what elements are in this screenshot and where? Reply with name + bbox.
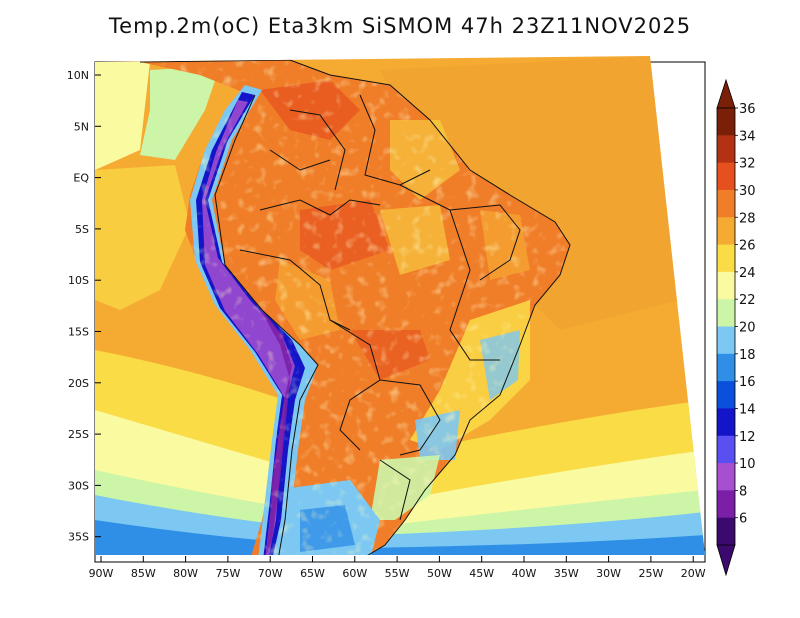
colorbar-swatch bbox=[717, 108, 735, 136]
longitude-axis: 90W 85W 80W 75W 70W 65W 60W 55W 50W 45W 40W 35W 30W 2… bbox=[89, 556, 706, 580]
colorbar-swatch bbox=[717, 435, 735, 464]
lon-tick-label: 90W bbox=[89, 567, 114, 580]
lat-tick-label: 10S bbox=[68, 274, 89, 287]
colorbar-swatch bbox=[717, 217, 735, 245]
colorbar: 36 34 32 30 28 26 24 22 20 18 16 14 12 10 8 6 bbox=[716, 78, 756, 577]
map-title: Temp.2m(oC) Eta3km SiSMOM 47h 23Z11NOV20… bbox=[108, 14, 692, 38]
colorbar-low-arrow bbox=[716, 544, 736, 577]
lon-tick-label: 45W bbox=[469, 567, 494, 580]
colorbar-swatch bbox=[717, 244, 735, 273]
lon-tick-label: 40W bbox=[512, 567, 537, 580]
colorbar-high-arrow bbox=[716, 78, 736, 109]
colorbar-label: 32 bbox=[739, 157, 756, 172]
colorbar-swatch bbox=[717, 490, 735, 519]
colorbar-swatch bbox=[717, 463, 735, 491]
country-borders bbox=[139, 59, 571, 555]
colorbar-label: 30 bbox=[739, 184, 756, 199]
lat-tick-label: 25S bbox=[68, 428, 89, 441]
lat-tick-label: 20S bbox=[68, 377, 89, 390]
lon-tick-label: 35W bbox=[554, 567, 579, 580]
colorbar-label: 24 bbox=[739, 266, 756, 281]
temperature-field bbox=[95, 56, 705, 555]
colorbar-label: 36 bbox=[739, 102, 756, 117]
colorbar-swatch bbox=[717, 517, 735, 546]
lat-tick-label: 10N bbox=[67, 69, 89, 82]
lat-tick-label: 5S bbox=[75, 223, 89, 236]
colorbar-label: 22 bbox=[739, 293, 756, 308]
lon-tick-label: 80W bbox=[173, 567, 198, 580]
colorbar-swatch bbox=[717, 189, 735, 218]
colorbar-label: 10 bbox=[739, 457, 756, 472]
colorbar-label: 20 bbox=[739, 321, 756, 336]
colorbar-swatch bbox=[717, 271, 735, 300]
lat-tick-label: 30S bbox=[68, 479, 89, 492]
colorbar-label: 16 bbox=[739, 375, 756, 390]
pacific-patch-22 bbox=[140, 66, 220, 160]
colorbar-swatch bbox=[717, 381, 735, 409]
colorbar-label: 28 bbox=[739, 211, 756, 226]
lon-tick-label: 20W bbox=[681, 567, 706, 580]
lon-tick-label: 65W bbox=[300, 567, 325, 580]
colorbar-swatch bbox=[717, 162, 735, 191]
colorbar-label: 12 bbox=[739, 430, 756, 445]
lon-tick-label: 25W bbox=[638, 567, 663, 580]
colorbar-label: 6 bbox=[739, 512, 747, 527]
lat-tick-label: 15S bbox=[68, 326, 89, 339]
lon-tick-label: 70W bbox=[258, 567, 283, 580]
lon-tick-label: 50W bbox=[427, 567, 452, 580]
lat-tick-label: EQ bbox=[73, 172, 89, 185]
lon-tick-label: 85W bbox=[131, 567, 156, 580]
colorbar-swatch bbox=[717, 326, 735, 355]
colorbar-swatch bbox=[717, 408, 735, 437]
lat-tick-label: 35S bbox=[68, 531, 89, 544]
colorbar-label: 8 bbox=[739, 484, 747, 499]
colorbar-swatch bbox=[717, 135, 735, 164]
lon-tick-label: 30W bbox=[596, 567, 621, 580]
colorbar-swatch bbox=[717, 353, 735, 382]
lon-tick-label: 55W bbox=[385, 567, 410, 580]
colorbar-label: 34 bbox=[739, 129, 756, 144]
colorbar-label: 18 bbox=[739, 348, 756, 363]
colorbar-label: 26 bbox=[739, 239, 756, 254]
lon-tick-label: 60W bbox=[342, 567, 367, 580]
ocean-band-18 bbox=[95, 520, 705, 555]
colorbar-swatch bbox=[717, 299, 735, 327]
lat-tick-label: 5N bbox=[74, 120, 89, 133]
lon-tick-label: 75W bbox=[215, 567, 240, 580]
colorbar-label: 14 bbox=[739, 402, 756, 417]
latitude-axis: 10N 5N EQ 5S 10S 15S 20S 25S 30S 35S bbox=[67, 69, 101, 544]
